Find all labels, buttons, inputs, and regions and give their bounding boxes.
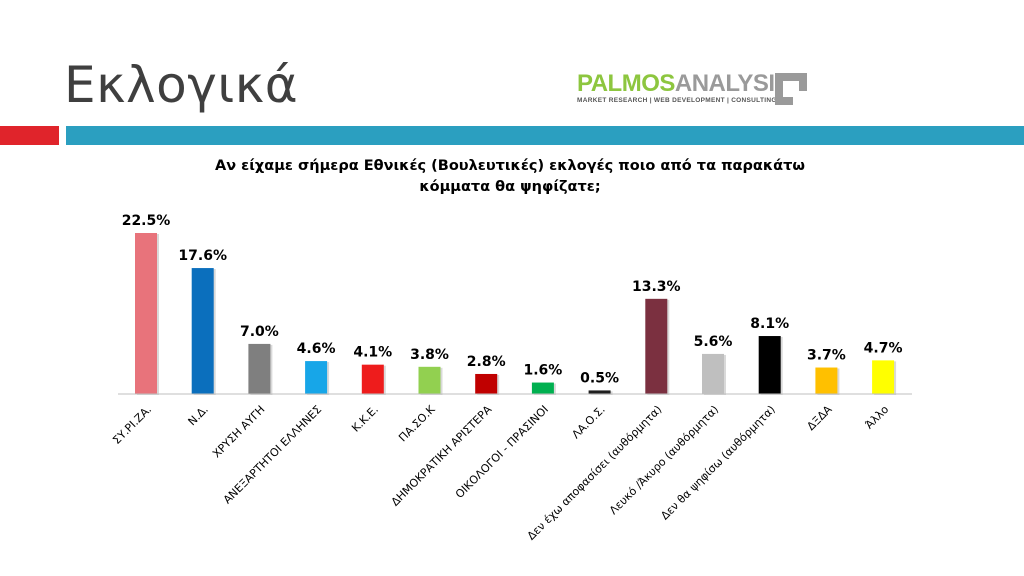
data-label: 7.0% (240, 324, 279, 340)
labels-group: 22.5% ΣΥ.ΡΙ.ΖΑ. 17.6% Ν.Δ. 7.0% ΧΡΥΣΗ ΑΥΓΗ 4.6… (110, 213, 902, 543)
logo-word-analysis: ANALYSIS (674, 70, 791, 97)
bar (872, 360, 895, 394)
category-label: ΑΝΕΞΑΡΤΗΤΟΙ ΕΛΛΗΝΕΣ (221, 403, 324, 506)
data-label: 22.5% (122, 213, 171, 229)
chart-title: Αν είχαμε σήμερα Εθνικές (Βουλευτικές) ε… (215, 158, 805, 195)
category-label: Δεν θα ψηφίσω (αυθόρμητα) (658, 403, 777, 522)
category-label: Ν.Δ. (186, 403, 211, 428)
category-label: Λευκό /Άκυρο (αυθόρμητα) (607, 403, 721, 517)
bar (418, 366, 441, 394)
bar (248, 343, 271, 394)
data-label: 4.6% (297, 341, 336, 357)
bar (758, 336, 781, 394)
category-label: ΟΙΚΟΛΟΓΟΙ - ΠΡΑΣΙΝΟΙ (453, 403, 551, 501)
data-label: 2.8% (467, 354, 506, 370)
bar (645, 298, 668, 394)
data-label: 4.7% (864, 340, 903, 356)
accent-bar-red (0, 126, 59, 145)
logo-square-icon (775, 73, 808, 106)
category-label: Κ.Κ.Ε. (349, 403, 381, 435)
logo-wordmark: PALMOSANALYSIS (577, 70, 791, 98)
data-label: 5.6% (694, 334, 733, 350)
category-label: ΛΑ.Ο.Σ. (569, 403, 607, 441)
bar (531, 382, 554, 394)
data-label: 0.5% (580, 370, 619, 386)
data-label: 4.1% (353, 345, 392, 361)
bar (305, 361, 328, 394)
category-label: ΔΗΜΟΚΡΑΤΙΚΗ ΑΡΙΣΤΕΡΑ (389, 403, 495, 509)
palmos-analysis-logo: PALMOSANALYSIS MARKET RESEARCH | WEB DEV… (577, 70, 812, 110)
data-label: 3.7% (807, 348, 846, 364)
category-label: ΧΡΥΣΗ ΑΥΓΗ (210, 403, 267, 460)
bar (135, 233, 157, 394)
logo-tagline: MARKET RESEARCH | WEB DEVELOPMENT | CONS… (577, 97, 777, 104)
category-label: Άλλο (863, 403, 892, 432)
category-label: ΠΑ.ΣΟ.Κ (396, 402, 438, 444)
slide-title: Εκλογικά (64, 56, 299, 114)
category-label: ΔΞΔΑ (804, 403, 834, 433)
data-label: 3.8% (410, 347, 449, 363)
data-label: 13.3% (632, 279, 681, 295)
data-label: 17.6% (178, 248, 227, 264)
data-label: 1.6% (523, 363, 562, 379)
bars-group (135, 233, 897, 395)
bar (815, 367, 838, 394)
data-label: 8.1% (750, 316, 789, 332)
logo-word-palmos: PALMOS (577, 70, 675, 97)
bar (475, 373, 498, 394)
category-label: ΣΥ.ΡΙ.ΖΑ. (110, 403, 154, 447)
bar (588, 390, 611, 394)
bar (702, 353, 724, 394)
bar (191, 268, 214, 394)
accent-bar-blue (66, 126, 1024, 145)
bar (361, 364, 384, 394)
